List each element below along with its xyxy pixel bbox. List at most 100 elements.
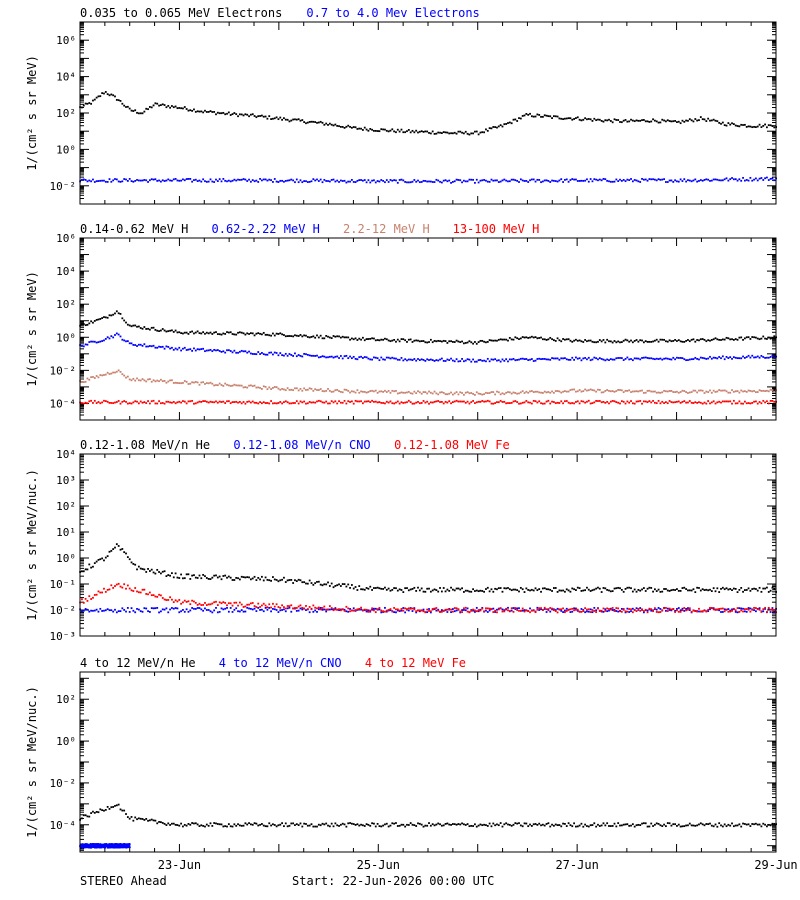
- data-point: [341, 822, 344, 825]
- data-point: [389, 340, 392, 343]
- data-point: [442, 587, 445, 589]
- data-point: [110, 845, 113, 847]
- data-point: [336, 824, 339, 827]
- data-point: [440, 132, 443, 134]
- data-point: [764, 587, 766, 590]
- data-point: [400, 609, 403, 612]
- data-point: [244, 178, 247, 181]
- data-point: [725, 356, 728, 358]
- data-point: [341, 125, 344, 128]
- data-point: [391, 356, 394, 359]
- data-point: [723, 610, 726, 613]
- data-point: [99, 402, 102, 405]
- data-point: [395, 357, 397, 360]
- data-point: [670, 390, 673, 392]
- data-point: [288, 120, 291, 123]
- data-point: [439, 391, 441, 394]
- data-point: [108, 588, 111, 591]
- data-point: [415, 825, 418, 827]
- data-point: [143, 343, 146, 346]
- data-point: [718, 356, 721, 358]
- data-point: [121, 102, 124, 105]
- data-point: [152, 607, 155, 610]
- data-point: [440, 590, 443, 593]
- data-point: [231, 113, 234, 116]
- data-point: [306, 353, 309, 356]
- data-point: [238, 610, 241, 613]
- data-point: [294, 402, 296, 404]
- data-point: [762, 356, 765, 358]
- data-point: [218, 610, 221, 613]
- data-point: [126, 402, 129, 405]
- data-point: [211, 382, 214, 385]
- data-point: [554, 823, 557, 826]
- data-point: [663, 823, 665, 826]
- data-point: [727, 400, 730, 403]
- data-point: [338, 825, 340, 827]
- data-point: [106, 805, 109, 808]
- data-point: [457, 179, 460, 181]
- data-point: [540, 402, 542, 405]
- data-point: [595, 825, 598, 828]
- data-point: [90, 812, 93, 815]
- y-tick-label: 10²: [56, 107, 76, 120]
- data-point: [290, 604, 293, 607]
- data-point: [602, 177, 605, 180]
- data-point: [663, 338, 665, 341]
- data-point: [475, 360, 478, 363]
- data-point: [93, 609, 96, 612]
- data-point: [554, 340, 557, 342]
- data-point: [551, 117, 553, 119]
- data-point: [626, 586, 629, 589]
- data-point: [240, 402, 243, 405]
- data-point: [699, 338, 702, 341]
- data-point: [510, 589, 513, 592]
- data-point: [323, 401, 326, 404]
- data-point: [663, 607, 665, 610]
- data-point: [507, 122, 509, 124]
- data-point: [729, 824, 732, 827]
- data-point: [187, 178, 190, 180]
- data-point: [156, 329, 159, 332]
- data-point: [255, 579, 258, 581]
- data-point: [161, 179, 164, 182]
- data-point: [367, 610, 370, 613]
- data-point: [499, 124, 502, 127]
- data-point: [681, 587, 684, 589]
- data-point: [147, 568, 149, 570]
- y-tick-label: 10⁻²: [50, 364, 77, 377]
- data-point: [374, 181, 377, 184]
- data-point: [560, 391, 563, 394]
- data-point: [665, 181, 667, 183]
- data-point: [685, 391, 688, 393]
- data-point: [512, 338, 515, 341]
- data-point: [545, 339, 548, 341]
- data-point: [222, 350, 225, 353]
- data-point: [117, 610, 120, 613]
- data-point: [549, 391, 552, 394]
- data-point: [385, 179, 388, 181]
- data-point: [461, 587, 463, 590]
- data-point: [769, 356, 772, 358]
- data-point: [171, 346, 173, 349]
- data-point: [272, 602, 274, 605]
- data-point: [497, 401, 500, 404]
- data-point: [635, 610, 638, 612]
- data-point: [339, 401, 342, 404]
- data-point: [699, 389, 702, 392]
- data-point: [387, 181, 390, 183]
- data-point: [305, 609, 307, 611]
- data-point: [380, 825, 383, 828]
- data-point: [231, 333, 234, 335]
- data-point: [679, 610, 682, 613]
- data-point: [266, 825, 269, 828]
- data-point: [723, 124, 726, 127]
- data-point: [642, 119, 645, 121]
- data-point: [330, 822, 333, 825]
- data-point: [631, 180, 634, 183]
- data-point: [112, 587, 115, 589]
- data-point: [690, 358, 693, 361]
- data-point: [141, 588, 144, 591]
- data-point: [220, 823, 223, 826]
- data-point: [569, 339, 572, 342]
